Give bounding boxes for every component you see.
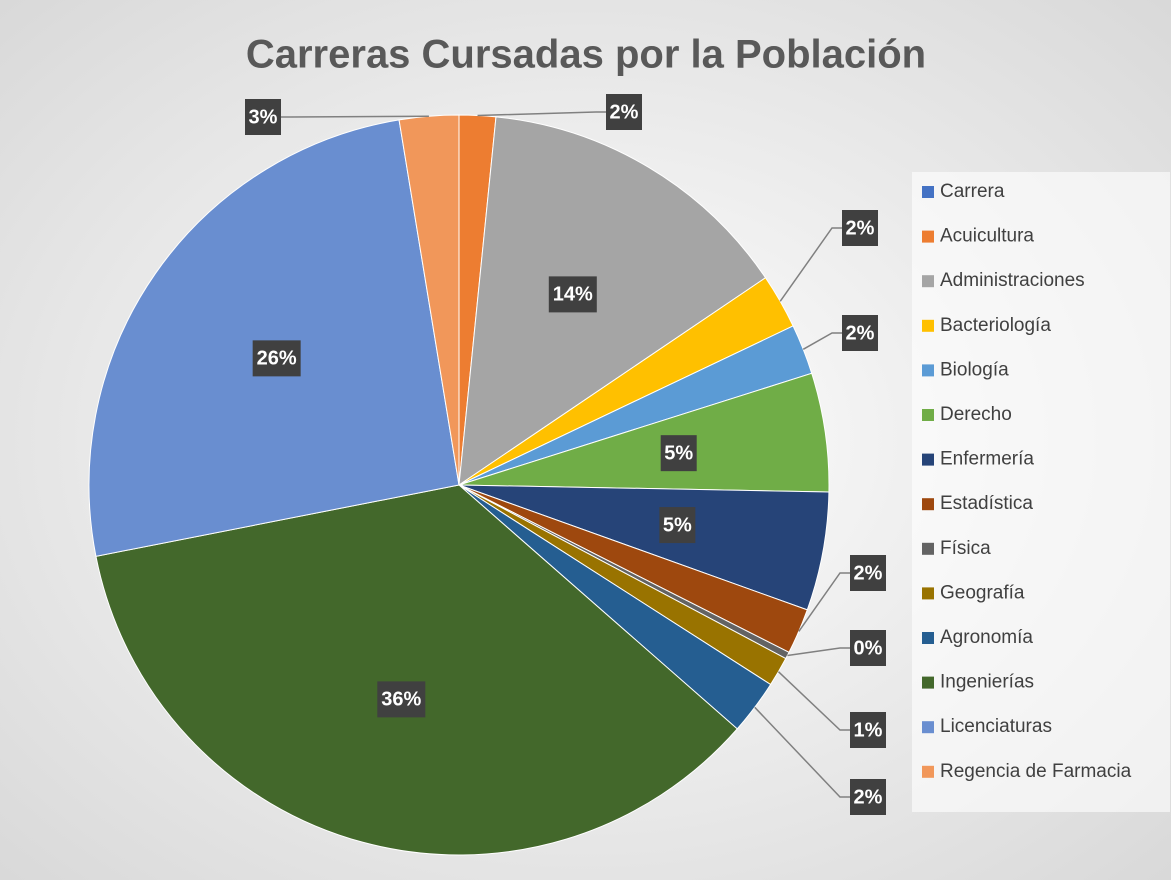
legend-swatch <box>922 364 934 377</box>
legend-swatch <box>922 676 934 689</box>
chart-title: Carreras Cursadas por la Población <box>246 33 926 77</box>
legend-label: Física <box>940 538 991 559</box>
data-label: 2% <box>854 562 883 584</box>
legend-swatch <box>922 230 934 243</box>
data-label: 5% <box>664 442 693 464</box>
data-label: 26% <box>257 348 297 370</box>
legend-label: Agronomía <box>940 627 1033 648</box>
legend-swatch <box>922 275 934 288</box>
data-label: 2% <box>854 786 883 808</box>
legend-label: Estadística <box>940 493 1033 514</box>
legend-label: Bacteriología <box>940 315 1051 336</box>
legend-label: Regencia de Farmacia <box>940 761 1132 782</box>
legend-label: Licenciaturas <box>940 716 1052 737</box>
data-label-box <box>660 435 697 472</box>
legend-box <box>912 172 1170 812</box>
data-label-box <box>606 94 642 130</box>
data-label: 2% <box>846 217 875 239</box>
data-label: 14% <box>553 284 593 306</box>
pie-slice <box>95 484 738 856</box>
data-label-box <box>377 681 426 718</box>
legend-label: Acuicultura <box>940 226 1034 247</box>
leader-line <box>263 115 429 118</box>
data-label: 5% <box>663 514 692 536</box>
legend-swatch <box>922 498 934 511</box>
pie-slice <box>458 116 767 487</box>
data-label-box <box>548 276 597 313</box>
data-label-box <box>245 99 281 135</box>
legend-label: Ingenierías <box>940 672 1034 693</box>
legend-label: Administraciones <box>940 270 1085 291</box>
legend-swatch <box>922 186 934 198</box>
legend-label: Enfermería <box>940 449 1034 470</box>
legend-label: Carrera <box>940 181 1005 202</box>
data-label-box <box>252 340 301 377</box>
data-label-box <box>850 630 886 666</box>
data-label-box <box>842 210 878 246</box>
data-label: 36% <box>381 689 421 711</box>
data-label-box <box>850 779 886 815</box>
data-label: 1% <box>854 719 883 741</box>
data-label-box <box>842 315 878 351</box>
legend-label: Biología <box>940 359 1009 380</box>
legend-swatch <box>922 765 934 778</box>
data-label: 3% <box>249 106 278 128</box>
legend-label: Derecho <box>940 404 1012 425</box>
legend-swatch <box>922 319 934 332</box>
data-label-box <box>659 507 696 544</box>
pie-slice <box>398 114 460 486</box>
data-label-box <box>850 712 886 748</box>
data-label: 0% <box>854 637 883 659</box>
pie-slice <box>88 119 460 557</box>
legend-swatch <box>922 587 934 600</box>
legend-swatch <box>922 632 934 644</box>
legend-swatch <box>922 721 934 734</box>
data-label: 2% <box>610 101 639 123</box>
legend-label: Geografía <box>940 582 1025 603</box>
legend-swatch <box>922 453 934 466</box>
data-label-box <box>850 555 886 591</box>
data-label: 2% <box>846 322 875 344</box>
legend-swatch <box>922 409 934 421</box>
legend-swatch <box>922 542 934 555</box>
